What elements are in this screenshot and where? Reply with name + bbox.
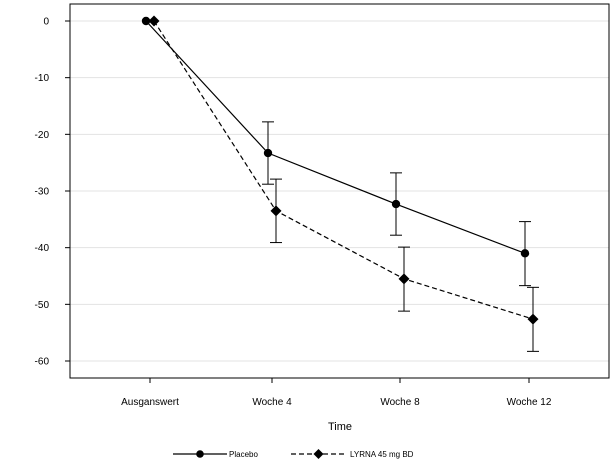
data-point — [391, 199, 401, 209]
legend-marker — [313, 449, 324, 459]
x-axis-title: Time — [328, 421, 352, 433]
series-1 — [141, 16, 531, 287]
x-tick-label: Ausganswert — [121, 397, 179, 408]
data-point — [527, 313, 539, 325]
data-point — [263, 148, 273, 158]
data-point — [520, 249, 530, 258]
series-layer — [141, 15, 539, 352]
series-line — [153, 20, 534, 320]
x-axis: Ausganswert Woche 4 Woche 8 Woche 12 — [121, 378, 552, 408]
y-tick-label: -40 — [35, 243, 50, 254]
x-tick-label: Woche 12 — [507, 397, 552, 408]
legend-label: LYRNA 45 mg BD — [350, 450, 414, 459]
y-tick-label: -50 — [35, 300, 50, 311]
data-point — [270, 205, 282, 217]
y-tick-label: -20 — [35, 130, 50, 141]
legend-item-2: LYRNA 45 mg BD — [291, 449, 414, 459]
data-point — [148, 15, 160, 27]
x-tick-label: Woche 8 — [380, 397, 420, 408]
y-tick-label: -60 — [35, 357, 50, 368]
legend-label: Placebo — [229, 450, 258, 459]
y-tick-label: -30 — [35, 187, 50, 198]
data-point — [398, 273, 410, 285]
y-tick-label: -10 — [35, 73, 50, 84]
gridlines — [70, 20, 609, 362]
series-2 — [148, 15, 539, 352]
y-axis: 0 -10 -20 -30 -40 -50 -60 — [35, 17, 70, 368]
x-tick-label: Woche 4 — [252, 397, 292, 408]
legend: Placebo LYRNA 45 mg BD — [173, 449, 414, 459]
legend-marker — [196, 450, 204, 458]
data-point — [141, 16, 151, 26]
legend-item-1: Placebo — [173, 450, 258, 459]
y-tick-label: 0 — [43, 17, 49, 28]
series-line — [145, 20, 526, 254]
